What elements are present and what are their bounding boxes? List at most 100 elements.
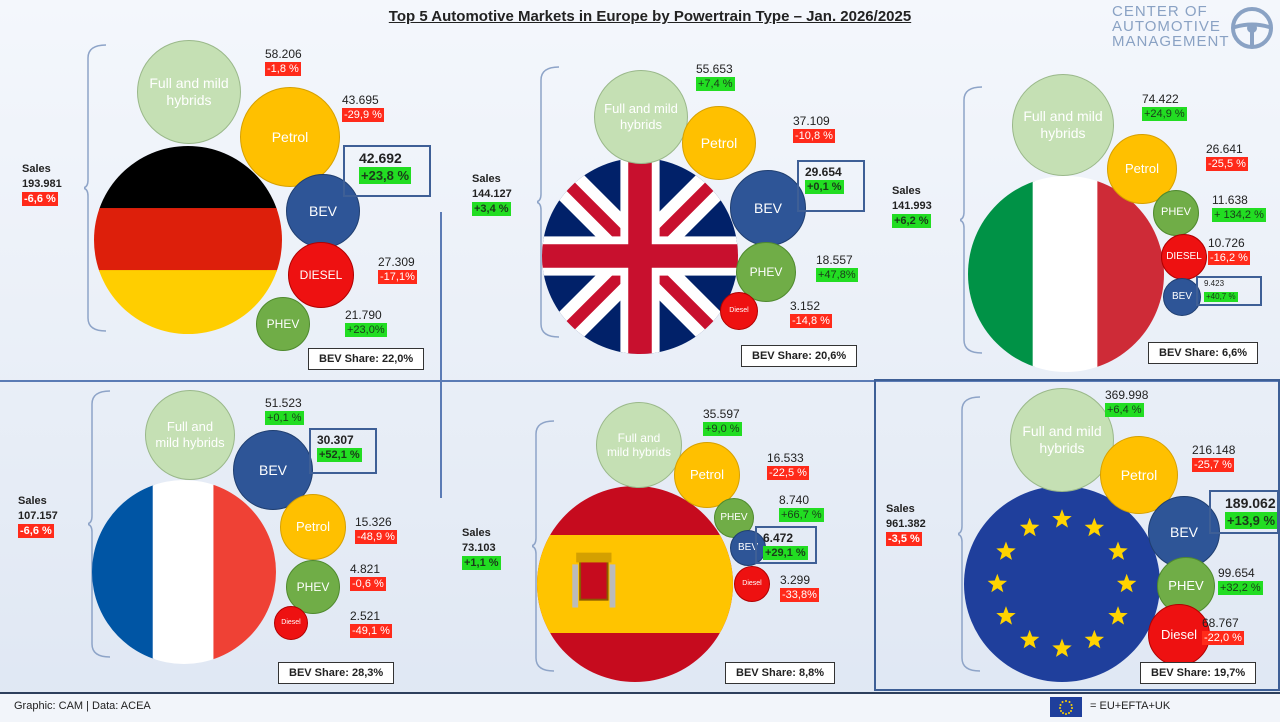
logo-line-3: MANAGEMENT — [1112, 33, 1230, 50]
series-value: 8.740 — [779, 493, 810, 507]
eu-panel-frame — [874, 379, 1280, 691]
series-change: +0,1 % — [265, 411, 304, 425]
series-value: 11.638 — [1212, 193, 1248, 207]
series-change: -33,8% — [780, 588, 819, 602]
value-label: 30.307 +52,1 % — [317, 433, 362, 462]
logo-line-1: CENTER OF — [1112, 3, 1208, 20]
italy-flag-circle — [968, 176, 1164, 372]
series-change: +66,7 % — [779, 508, 824, 522]
series-change: -29,9 % — [342, 108, 384, 122]
value-label: 15.326 -48,9 % — [355, 515, 397, 544]
value-label: 9.423 +40,7 % — [1204, 279, 1238, 302]
series-change: +23,8 % — [359, 167, 412, 184]
value-label: 68.767 -22,0 % — [1202, 616, 1244, 645]
series-change: -22,0 % — [1202, 631, 1244, 645]
bev-share-box: BEV Share: 8,8% — [725, 662, 836, 684]
bracket — [84, 44, 107, 332]
bev-highlight-box — [797, 160, 865, 212]
value-label: 11.638 + 134,2 % — [1212, 193, 1266, 222]
sales-label: Sales — [892, 185, 921, 197]
value-label: 16.533 -22,5 % — [767, 451, 809, 480]
diesel-bubble: Diesel — [734, 566, 770, 602]
sales-label: Sales — [472, 173, 501, 185]
series-value: 58.206 — [265, 47, 302, 61]
series-change: +9,0 % — [703, 422, 742, 436]
sales-change: -6,6 % — [18, 524, 54, 538]
total-sales: Sales 144.127 +3,4 % — [472, 172, 512, 217]
series-change: -48,9 % — [355, 530, 397, 544]
series-value: 29.654 — [805, 165, 842, 179]
series-change: -22,5 % — [767, 466, 809, 480]
diesel-bubble: DIESEL — [1161, 234, 1207, 280]
value-label: 27.309 -17,1% — [378, 255, 417, 284]
bev-bubble: BEV — [730, 170, 806, 246]
sales-change: -3,5 % — [886, 532, 922, 546]
series-value: 369.998 — [1105, 388, 1149, 402]
spain-flag-circle — [537, 486, 733, 682]
series-value: 15.326 — [355, 515, 392, 529]
series-change: +47,8% — [816, 268, 858, 282]
bev-bubble: BEV — [1163, 278, 1201, 316]
bracket — [537, 66, 560, 338]
full-and-mild-hybrids-bubble: Full and mild hybrids — [596, 402, 682, 488]
diesel-bubble: DIESEL — [288, 242, 354, 308]
sales-value: 141.993 — [892, 200, 932, 212]
value-label: 74.422 +24,9 % — [1142, 92, 1187, 121]
logo-line-2: AUTOMOTIVE — [1112, 18, 1221, 35]
series-value: 216.148 — [1192, 443, 1236, 457]
series-change: +52,1 % — [317, 448, 362, 462]
total-sales: Sales 107.157 -6,6 % — [18, 494, 58, 539]
series-change: +32,2 % — [1218, 581, 1263, 595]
full-and-mild-hybrids-bubble: Full and mild hybrids — [594, 70, 688, 164]
value-label: 37.109 -10,8 % — [793, 114, 835, 143]
value-label: 2.521 -49,1 % — [350, 609, 392, 638]
series-change: +13,9 % — [1225, 512, 1278, 529]
value-label: 6.472 +29,1 % — [763, 531, 808, 560]
value-label: 29.654 +0,1 % — [805, 165, 844, 194]
total-sales: Sales 73.103 +1,1 % — [462, 526, 501, 571]
series-value: 3.152 — [790, 299, 821, 313]
value-label: 26.641 -25,5 % — [1206, 142, 1248, 171]
petrol-bubble: Petrol — [1107, 134, 1177, 204]
series-value: 55.653 — [696, 62, 733, 76]
bev-share-box: BEV Share: 19,7% — [1140, 662, 1257, 684]
series-change: +24,9 % — [1142, 107, 1187, 121]
footer-legend: = EU+EFTA+UK — [1090, 700, 1171, 712]
series-value: 43.695 — [342, 93, 379, 107]
diesel-bubble: Diesel — [1148, 604, 1210, 666]
petrol-bubble: Petrol — [682, 106, 756, 180]
total-sales: Sales 193.981 -6,6 % — [22, 162, 62, 207]
value-label: 42.692 +23,8 % — [359, 150, 412, 184]
bracket — [88, 390, 111, 658]
full-and-mild-hybrids-bubble: Full and mild hybrids — [1010, 388, 1114, 492]
series-change: -25,5 % — [1206, 157, 1248, 171]
value-label: 3.299 -33,8% — [780, 573, 819, 602]
cam-logo: CENTER OF AUTOMOTIVE MANAGEMENT — [1112, 4, 1276, 56]
value-label: 51.523 +0,1 % — [265, 396, 304, 425]
bev-highlight-box — [1196, 276, 1262, 306]
series-value: 74.422 — [1142, 92, 1179, 106]
horizontal-divider — [0, 380, 1280, 382]
phev-bubble: PHEV — [714, 498, 754, 538]
sales-label: Sales — [886, 503, 915, 515]
series-change: +23,0% — [345, 323, 387, 337]
value-label: 10.726 -16,2 % — [1208, 236, 1250, 265]
sales-change: +6,2 % — [892, 214, 931, 228]
sales-value: 107.157 — [18, 510, 58, 522]
total-sales: Sales 961.382 -3,5 % — [886, 502, 926, 547]
bev-highlight-box — [309, 428, 377, 474]
chart-title: Top 5 Automotive Markets in Europe by Po… — [388, 8, 912, 25]
sales-value: 73.103 — [462, 542, 496, 554]
sales-value: 961.382 — [886, 518, 926, 530]
bev-bubble: BEV — [286, 174, 360, 248]
phev-bubble: PHEV — [256, 297, 310, 351]
series-value: 4.821 — [350, 562, 381, 576]
france-flag-circle — [92, 480, 276, 664]
steering-wheel-icon — [1231, 7, 1273, 49]
series-change: -10,8 % — [793, 129, 835, 143]
series-change: -49,1 % — [350, 624, 392, 638]
series-value: 35.597 — [703, 407, 740, 421]
series-value: 2.521 — [350, 609, 381, 623]
phev-bubble: PHEV — [1153, 190, 1199, 236]
phev-bubble: PHEV — [736, 242, 796, 302]
